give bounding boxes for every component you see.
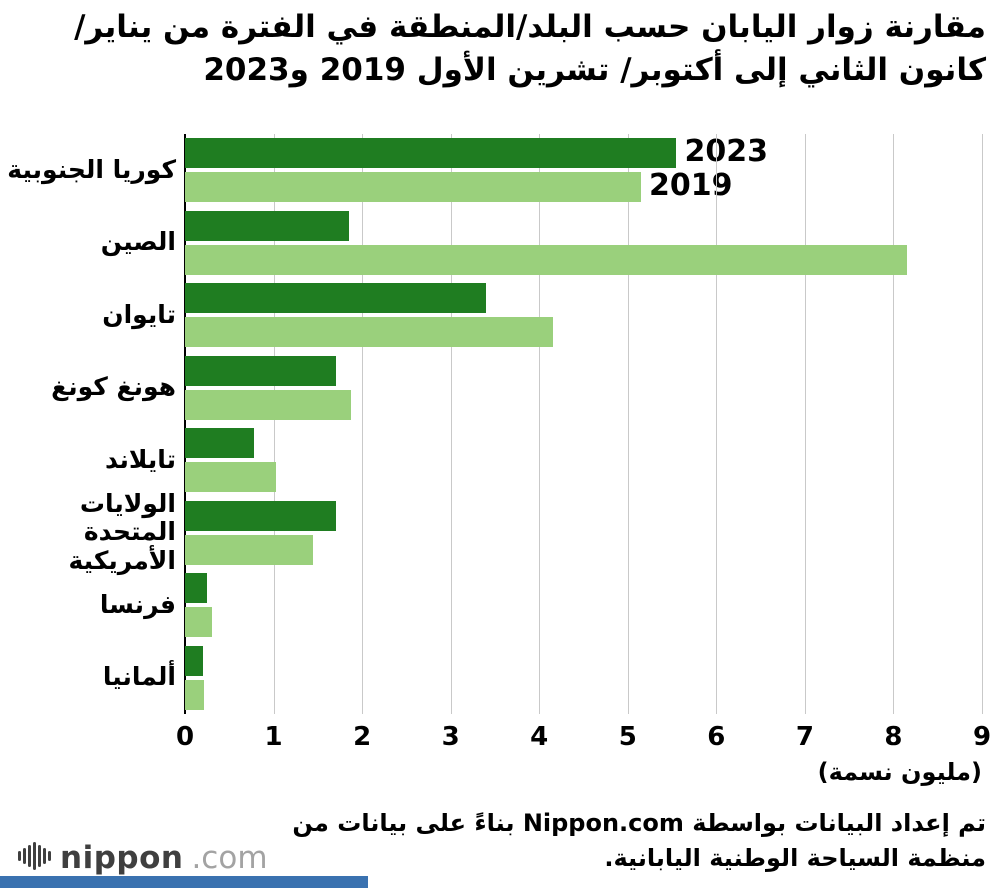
x-tick-label: 3	[441, 722, 460, 752]
gridline	[982, 134, 983, 714]
bar-2019	[185, 679, 204, 710]
bar-2023	[185, 428, 255, 459]
gridline	[804, 134, 806, 714]
gridline	[893, 134, 895, 714]
bar-2023	[185, 645, 203, 676]
x-tick-label: 5	[618, 722, 637, 752]
soundwave-icon	[16, 838, 52, 878]
bar-2023	[185, 138, 677, 169]
category-label: الصين	[100, 227, 176, 257]
bar-2019	[185, 607, 212, 638]
category-label: الولايات المتحدة الأمريكية	[68, 488, 176, 576]
category-labels: كوريا الجنوبية الصين تايوان هونغ كونغ تايلان…	[0, 134, 176, 714]
x-tick-label: 6	[707, 722, 726, 752]
gridline	[539, 134, 541, 714]
x-tick-label: 2	[353, 722, 372, 752]
x-axis-unit-label: (مليون نسمة)	[817, 758, 982, 786]
bar-2023	[185, 573, 208, 604]
legend-2019: 2019	[649, 168, 733, 204]
x-tick-label: 9	[972, 722, 992, 752]
gridline	[716, 134, 718, 714]
source-note: تم إعداد البيانات بواسطة Nippon.com بناء…	[292, 809, 986, 872]
x-axis-ticks: 0 1 2 3 4 5 6 7 8 9	[176, 722, 991, 756]
bar-2023	[185, 283, 487, 314]
nippon-logo: nippon .com	[16, 838, 268, 878]
gridline	[450, 134, 452, 714]
category-label: تايلاند	[105, 444, 176, 474]
legend-2023: 2023	[684, 134, 768, 170]
bar-2019	[185, 462, 277, 493]
bar-2019	[185, 244, 907, 275]
category-label: تايوان	[102, 299, 176, 329]
gridline	[273, 134, 275, 714]
bar-2023	[185, 355, 336, 386]
category-label: ألمانيا	[102, 662, 176, 692]
plot-area: 2023 2019	[184, 134, 983, 714]
footer-accent-bar	[0, 876, 368, 888]
logo-text-suffix: .com	[191, 840, 268, 876]
category-label: هونغ كونغ	[51, 372, 176, 402]
x-tick-label: 8	[884, 722, 903, 752]
gridline	[627, 134, 629, 714]
y-axis-line	[184, 134, 186, 714]
logo-text-main: nippon	[60, 840, 184, 876]
bar-2019	[185, 534, 314, 565]
x-tick-label: 0	[175, 722, 195, 752]
bar-2019	[185, 389, 351, 420]
category-label: كوريا الجنوبية	[7, 154, 176, 184]
gridline	[362, 134, 364, 714]
bar-2023	[185, 500, 336, 531]
category-label: فرنسا	[99, 589, 176, 619]
x-tick-label: 4	[530, 722, 549, 752]
bar-2023	[185, 210, 349, 241]
bar-chart: كوريا الجنوبية الصين تايوان هونغ كونغ تايلان…	[0, 134, 1000, 794]
chart-title: مقارنة زوار اليابان حسب البلد/المنطقة في…	[74, 9, 986, 88]
bar-2019	[185, 317, 553, 348]
bar-2019	[185, 172, 642, 203]
x-tick-label: 1	[264, 722, 283, 752]
x-tick-label: 7	[795, 722, 814, 752]
